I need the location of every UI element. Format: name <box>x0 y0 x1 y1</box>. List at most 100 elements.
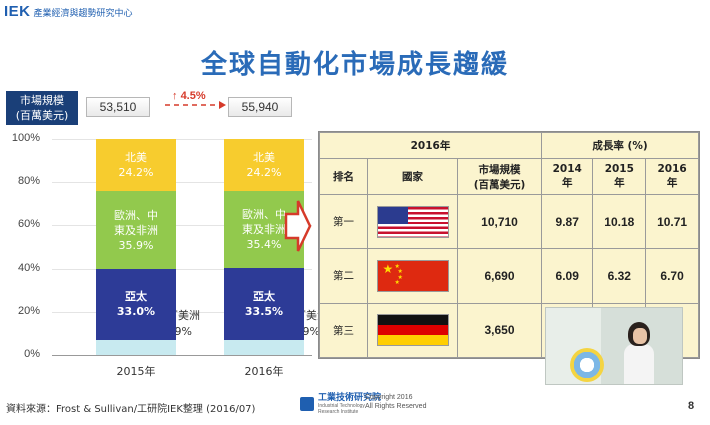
country-cell <box>367 302 458 359</box>
org-name: 工業技術研究院 <box>318 393 382 403</box>
slide-title: 全球自動化市場成長趨緩 <box>200 50 509 80</box>
apac-segment: 亞太 33.5% <box>224 267 304 341</box>
country-cell: ★ ★ ★ ★ ★ <box>367 248 458 304</box>
x-tick-label: 2016年 <box>244 365 284 378</box>
segment-value: 24.2% <box>246 166 282 180</box>
logo-subtitle: 產業經濟與趨勢研究中心 <box>33 9 133 19</box>
video-background <box>546 308 682 384</box>
y-tick-label: 60% <box>17 218 40 231</box>
segment-name: 北美 <box>253 151 275 165</box>
growth-indicator: ↑ 4.5% <box>172 90 206 102</box>
col-2015: 2015 年 <box>592 158 647 195</box>
col-rank: 排名 <box>319 158 368 195</box>
y-tick-label: 80% <box>17 175 40 188</box>
segment-name: 亞太 <box>253 289 275 303</box>
na-segment: 北美 24.2% <box>96 139 176 192</box>
apac-segment: 亞太 33.0% <box>96 268 176 341</box>
market-value-2016: 55,940 <box>228 97 292 117</box>
rank-cell: 第一 <box>319 193 368 250</box>
y-tick-label: 100% <box>11 132 40 144</box>
segment-name: 東及非洲 <box>114 223 158 237</box>
itri-logo: 工業技術研究院 Industrial Technology Research I… <box>300 393 381 415</box>
col-2016-line2: 年 <box>666 177 678 189</box>
latam-segment <box>224 340 304 355</box>
country-cell <box>367 193 458 250</box>
x-tick-label: 2015年 <box>116 365 156 378</box>
right-arrow-icon <box>284 200 312 252</box>
col-2014-line1: 2014 <box>552 163 582 175</box>
market-cell: 6,690 <box>457 248 542 304</box>
copyright-line1: Copyright 2016 <box>365 394 413 401</box>
growth-2016-cell: 6.70 <box>645 248 699 304</box>
gridline <box>52 355 312 356</box>
col-market-line2: (百萬美元) <box>473 178 526 191</box>
dashed-arrow-icon <box>165 101 226 109</box>
segment-name: 亞太 <box>125 290 147 304</box>
segment-value: 35.9% <box>118 238 154 252</box>
market-cell: 3,650 <box>457 302 542 359</box>
video-poster <box>570 348 604 382</box>
table-row: 第一 10,710 9.87 10.18 10.71 <box>319 193 699 250</box>
growth-2015-cell: 6.32 <box>592 248 647 304</box>
presenter-video-overlay[interactable] <box>545 307 683 385</box>
iek-logo: IEK 產業經濟與趨勢研究中心 <box>4 3 133 20</box>
col-2015-line1: 2015 <box>604 163 634 175</box>
segment-name: 歐洲、中 <box>242 207 286 221</box>
gridline <box>52 139 312 140</box>
org-sub1: Industrial Technology <box>318 403 365 409</box>
table-header-year: 2016年 <box>319 132 542 159</box>
source-citation: 資料來源：Frost & Sullivan/工研院IEK整理 (2016/07) <box>6 404 256 415</box>
growth-2014-cell: 6.09 <box>540 248 594 304</box>
y-tick-label: 40% <box>17 261 40 274</box>
segment-name: 北美 <box>125 151 147 165</box>
market-size-label-line1: 市場規模 <box>20 94 64 107</box>
y-tick-label: 0% <box>24 348 40 360</box>
y-tick-label: 20% <box>17 304 40 317</box>
col-2016-line1: 2016 <box>657 163 687 175</box>
market-size-label-line2: (百萬美元) <box>15 109 69 122</box>
presenter-face <box>633 328 647 344</box>
col-2016: 2016 年 <box>645 158 699 195</box>
page-number: 8 <box>688 400 695 412</box>
col-country: 國家 <box>367 158 458 195</box>
col-market-size: 市場規模 (百萬美元) <box>457 158 542 195</box>
segment-name: 歐洲、中 <box>114 208 158 222</box>
itri-logo-icon <box>300 397 314 411</box>
col-2014-line2: 年 <box>561 177 573 189</box>
segment-value: 24.2% <box>118 166 154 180</box>
growth-2016-cell: 10.71 <box>645 193 699 250</box>
segment-value: 33.0% <box>116 305 156 319</box>
copyright-line2: All Rights Reserved <box>365 403 427 410</box>
segment-value: 33.5% <box>244 304 284 318</box>
growth-rate: 4.5% <box>180 90 206 102</box>
table-header-growth: 成長率 (%) <box>541 132 699 159</box>
growth-2014-cell: 9.87 <box>540 193 594 250</box>
gridline <box>52 225 312 227</box>
rank-cell: 第三 <box>319 302 368 359</box>
rank-cell: 第二 <box>319 248 368 304</box>
logo-text: IEK <box>4 3 31 20</box>
market-size-label: 市場規模 (百萬美元) <box>6 91 78 125</box>
col-2014: 2014 年 <box>540 158 594 195</box>
segment-name: 東及非洲 <box>242 222 286 236</box>
us-flag-icon <box>376 205 449 238</box>
presenter-body <box>624 344 654 384</box>
col-2015-line2: 年 <box>614 177 625 189</box>
germany-flag-icon <box>376 314 449 347</box>
china-flag-icon: ★ ★ ★ ★ ★ <box>376 259 449 292</box>
latam-segment <box>96 340 176 355</box>
growth-up-arrow-icon: ↑ <box>172 90 178 102</box>
emea-segment: 歐洲、中 東及非洲 35.9% <box>96 191 176 269</box>
na-segment: 北美 24.2% <box>224 139 304 192</box>
growth-2015-cell: 10.18 <box>592 193 647 250</box>
market-cell: 10,710 <box>457 193 542 250</box>
gridline <box>52 182 312 184</box>
org-sub2: Research Institute <box>318 409 359 415</box>
col-market-line1: 市場規模 <box>478 163 521 176</box>
copyright: Copyright 2016 All Rights Reserved <box>365 393 426 411</box>
gridline <box>52 311 312 313</box>
segment-value: 35.4% <box>246 237 282 251</box>
slide-header: IEK 產業經濟與趨勢研究中心 <box>0 0 710 26</box>
market-value-2015: 53,510 <box>86 97 150 117</box>
table-row: 第二 ★ ★ ★ ★ ★ 6,690 6.09 6.32 6.70 <box>319 248 699 304</box>
